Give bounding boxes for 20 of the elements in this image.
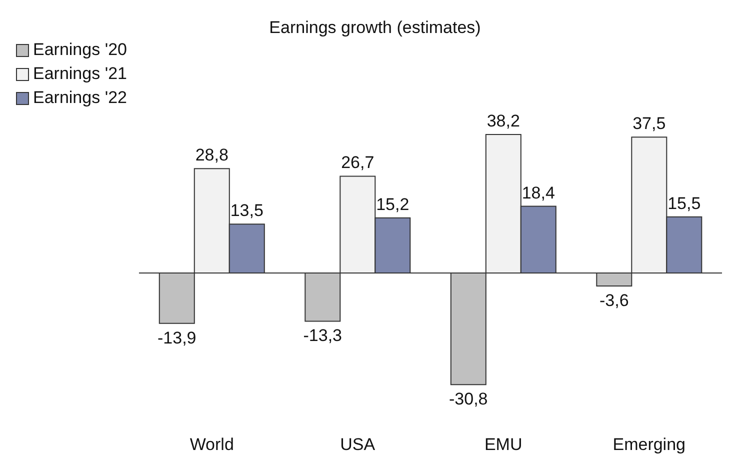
chart-title: Earnings growth (estimates) bbox=[268, 18, 482, 38]
data-label: 37,5 bbox=[632, 114, 666, 134]
data-label: 15,2 bbox=[376, 194, 410, 214]
legend-label: Earnings '20 bbox=[33, 39, 127, 61]
x-tick-label: EMU bbox=[484, 435, 522, 454]
data-label: 15,5 bbox=[668, 194, 701, 213]
x-tick-label: Emerging bbox=[612, 435, 686, 454]
data-label: 38,2 bbox=[486, 112, 520, 131]
x-tick-label: World bbox=[190, 435, 234, 454]
data-label: 26,7 bbox=[341, 153, 374, 172]
data-label: -30,8 bbox=[449, 390, 488, 409]
data-label: -13,3 bbox=[303, 326, 342, 346]
data-label: -13,9 bbox=[158, 328, 196, 348]
data-label: 18,4 bbox=[522, 183, 555, 202]
legend-label: Earnings '21 bbox=[33, 63, 127, 85]
data-label: 28,8 bbox=[195, 146, 228, 165]
legend-label: Earnings '22 bbox=[33, 87, 127, 109]
data-label: -3,6 bbox=[600, 291, 629, 310]
x-tick-label: USA bbox=[340, 435, 376, 454]
data-label: 13,5 bbox=[230, 201, 264, 220]
